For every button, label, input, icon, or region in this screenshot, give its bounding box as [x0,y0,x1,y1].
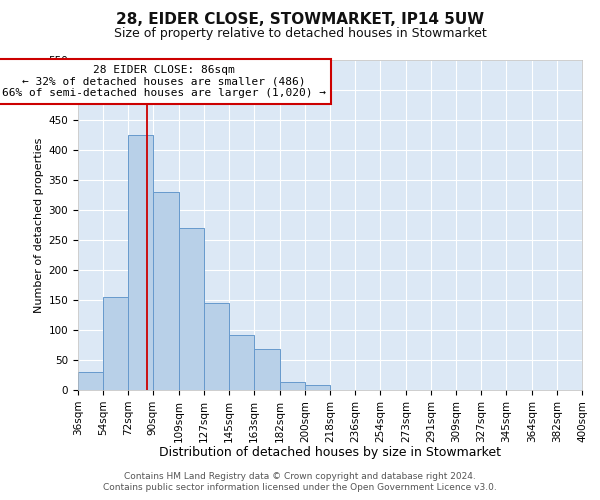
Text: Size of property relative to detached houses in Stowmarket: Size of property relative to detached ho… [113,28,487,40]
Y-axis label: Number of detached properties: Number of detached properties [34,138,44,312]
Text: 28 EIDER CLOSE: 86sqm
← 32% of detached houses are smaller (486)
66% of semi-det: 28 EIDER CLOSE: 86sqm ← 32% of detached … [2,65,326,98]
Bar [179,228,204,390]
Bar [305,385,330,390]
Bar [78,372,103,390]
Bar [204,303,229,390]
Bar [103,297,128,390]
Text: 28, EIDER CLOSE, STOWMARKET, IP14 5UW: 28, EIDER CLOSE, STOWMARKET, IP14 5UW [116,12,484,28]
Bar [153,192,179,390]
Bar [229,335,254,390]
X-axis label: Distribution of detached houses by size in Stowmarket: Distribution of detached houses by size … [159,446,501,459]
Bar [128,135,153,390]
Bar [280,382,305,390]
Bar [254,349,280,390]
Text: Contains HM Land Registry data © Crown copyright and database right 2024.
Contai: Contains HM Land Registry data © Crown c… [103,472,497,492]
